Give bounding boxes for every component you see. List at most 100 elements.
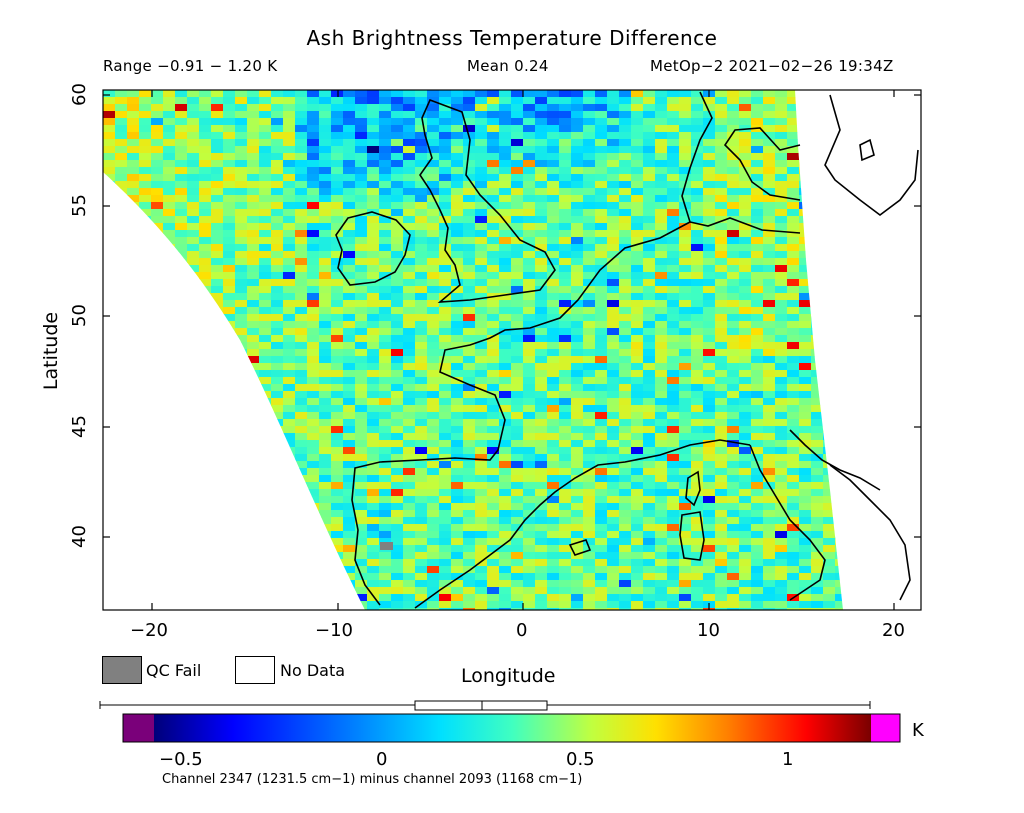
heatmap-cell: [739, 216, 752, 224]
heatmap-cell: [223, 153, 236, 161]
heatmap-cell: [235, 580, 248, 588]
heatmap-cell: [391, 286, 404, 294]
heatmap-cell: [787, 132, 800, 140]
heatmap-cell: [751, 510, 764, 518]
heatmap-cell: [103, 601, 116, 609]
heatmap-cell: [643, 139, 656, 147]
heatmap-cell: [211, 580, 224, 588]
heatmap-cell: [847, 272, 860, 280]
heatmap-cell: [343, 398, 356, 406]
heatmap-cell: [703, 244, 716, 252]
heatmap-cell: [535, 244, 548, 252]
heatmap-cell: [595, 552, 608, 560]
heatmap-cell: [823, 545, 836, 553]
heatmap-cell: [319, 139, 332, 147]
heatmap-cell: [175, 307, 188, 315]
heatmap-cell: [835, 580, 843, 588]
heatmap-cell: [139, 363, 152, 371]
heatmap-cell: [547, 601, 560, 609]
heatmap-cell: [667, 223, 680, 231]
heatmap-cell: [847, 202, 860, 210]
heatmap-cell: [151, 601, 164, 609]
heatmap-cell: [583, 279, 596, 287]
heatmap-cell: [763, 223, 776, 231]
heatmap-cell: [283, 405, 296, 413]
heatmap-cell: [643, 587, 656, 595]
heatmap-cell: [211, 335, 224, 343]
heatmap-cell: [139, 160, 152, 168]
heatmap-cell: [715, 279, 728, 287]
heatmap-cell: [775, 587, 788, 595]
heatmap-cell: [367, 447, 380, 455]
heatmap-cell: [163, 258, 176, 266]
heatmap-cell: [271, 300, 284, 308]
heatmap-cell: [691, 167, 704, 175]
heatmap-cell: [139, 377, 152, 385]
heatmap-cell: [103, 195, 116, 203]
heatmap-cell: [787, 342, 800, 350]
heatmap-cell: [667, 601, 680, 609]
heatmap-cell: [259, 538, 272, 546]
heatmap-cell: [103, 517, 116, 525]
heatmap-cell: [619, 573, 632, 581]
heatmap-cell: [715, 174, 728, 182]
heatmap-cell: [595, 468, 608, 476]
heatmap-cell: [475, 181, 488, 189]
heatmap-cell: [379, 461, 392, 469]
heatmap-cell: [691, 174, 704, 182]
heatmap-cell: [775, 531, 788, 539]
heatmap-cell: [223, 265, 236, 273]
heatmap-cell: [427, 482, 440, 490]
heatmap-cell: [139, 202, 152, 210]
heatmap-cell: [631, 328, 644, 336]
heatmap-cell: [643, 412, 656, 420]
heatmap-cell: [211, 594, 224, 602]
heatmap-cell: [799, 559, 812, 567]
heatmap-cell: [331, 237, 344, 245]
heatmap-cell: [655, 601, 668, 609]
heatmap-cell: [475, 237, 488, 245]
heatmap-cell: [355, 510, 368, 518]
heatmap-cell: [811, 580, 824, 588]
heatmap-cell: [655, 412, 668, 420]
heatmap-cell: [547, 440, 560, 448]
heatmap-cell: [367, 608, 380, 610]
heatmap-cell: [343, 405, 356, 413]
heatmap-cell: [391, 440, 404, 448]
heatmap-cell: [139, 223, 152, 231]
heatmap-cell: [415, 552, 428, 560]
heatmap-cell: [823, 272, 836, 280]
heatmap-cell: [463, 440, 476, 448]
heatmap-cell: [703, 188, 716, 196]
heatmap-cell: [487, 223, 500, 231]
heatmap-cell: [103, 412, 116, 420]
heatmap-cell: [151, 384, 164, 392]
heatmap-cell: [247, 307, 260, 315]
heatmap-cell: [715, 377, 728, 385]
heatmap-cell: [295, 608, 308, 610]
heatmap-cell: [571, 90, 584, 98]
heatmap-cell: [775, 209, 788, 217]
heatmap-cell: [319, 104, 332, 112]
heatmap-cell: [487, 258, 500, 266]
heatmap-cell: [667, 265, 680, 273]
heatmap-cell: [247, 356, 260, 364]
heatmap-cell: [283, 363, 296, 371]
heatmap-cell: [847, 300, 860, 308]
heatmap-cell: [811, 244, 824, 252]
heatmap-cell: [511, 195, 524, 203]
heatmap-cell: [367, 174, 380, 182]
heatmap-cell: [595, 97, 608, 105]
heatmap-cell: [499, 118, 512, 126]
heatmap-cell: [151, 580, 164, 588]
heatmap-cell: [703, 258, 716, 266]
heatmap-cell: [823, 230, 836, 238]
heatmap-cell: [811, 251, 824, 259]
heatmap-cell: [535, 216, 548, 224]
heatmap-cell: [151, 496, 164, 504]
heatmap-cell: [787, 237, 800, 245]
heatmap-cell: [619, 181, 632, 189]
heatmap-cell: [787, 447, 800, 455]
heatmap-cell: [187, 454, 200, 462]
heatmap-cell: [799, 146, 812, 154]
